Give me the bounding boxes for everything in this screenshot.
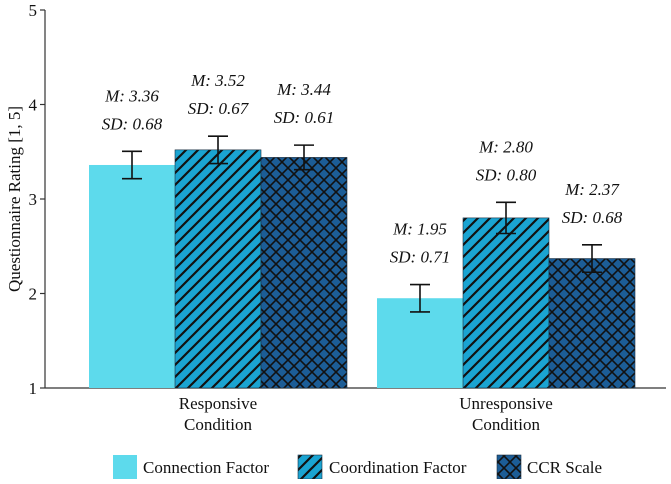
bar-connection-factor (377, 298, 463, 388)
bar-coordination-factor (462, 217, 550, 389)
bar-connection-factor (89, 164, 175, 388)
legend-label: Connection Factor (143, 458, 269, 477)
bar-ccr-scale (260, 157, 348, 389)
data-label-sd: SD: 0.68 (562, 208, 623, 227)
y-tick-label: 4 (29, 96, 38, 115)
legend-label: Coordination Factor (329, 458, 467, 477)
data-label-sd: SD: 0.67 (188, 99, 250, 118)
legend-swatch (496, 454, 522, 480)
data-label-mean: M: 2.37 (564, 180, 620, 199)
data-label-sd: SD: 0.61 (274, 108, 334, 127)
x-tick-label: Unresponsive (459, 394, 552, 413)
legend-swatch (297, 454, 323, 480)
bar-ccr-scale (548, 258, 636, 389)
data-label-mean: M: 1.95 (392, 220, 447, 239)
data-label-mean: M: 3.52 (190, 71, 245, 90)
legend-label: CCR Scale (527, 458, 602, 477)
y-tick-label: 2 (29, 285, 38, 304)
legend-swatch (113, 455, 137, 479)
y-tick-label: 1 (29, 379, 38, 398)
x-tick-label: Condition (472, 415, 541, 434)
data-label-sd: SD: 0.80 (476, 165, 537, 184)
data-label-sd: SD: 0.68 (102, 114, 163, 133)
y-tick-label: 3 (29, 190, 38, 209)
data-label-mean: M: 3.36 (104, 86, 159, 105)
y-axis-title: Questionnaire Rating [1, 5] (5, 106, 24, 292)
y-tick-label: 5 (29, 1, 38, 20)
bar-coordination-factor (174, 149, 262, 389)
x-tick-label: Condition (184, 415, 253, 434)
x-tick-label: Responsive (179, 394, 257, 413)
data-label-mean: M: 3.44 (276, 80, 331, 99)
data-label-sd: SD: 0.71 (390, 248, 450, 267)
data-label-mean: M: 2.80 (478, 137, 533, 156)
